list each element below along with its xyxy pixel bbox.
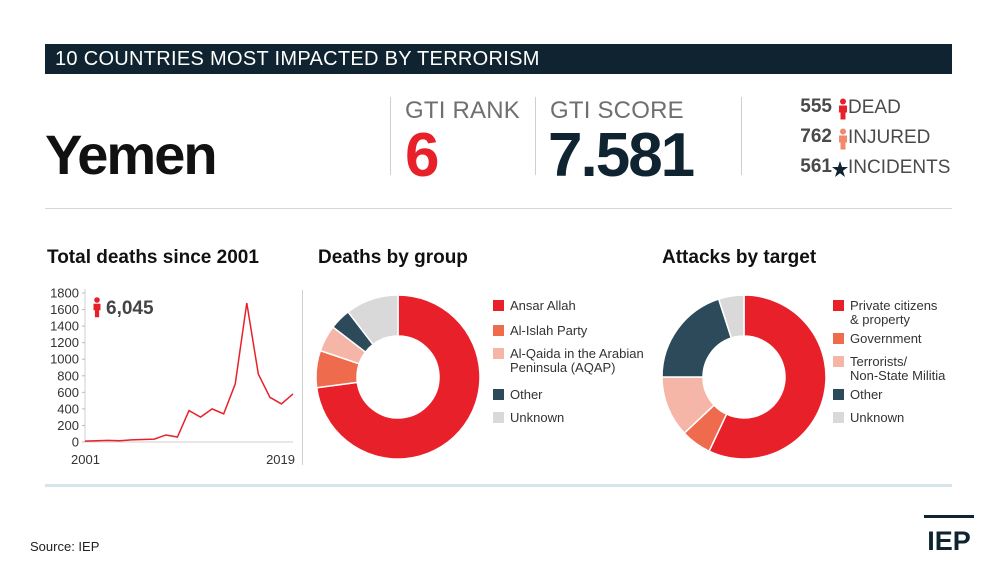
donut-slice — [661, 298, 733, 378]
attacks-by-target-title: Attacks by target — [662, 247, 817, 268]
legend-swatch — [833, 412, 844, 423]
legend-label: Non-State Militia — [850, 368, 946, 383]
legend-item: Terrorists/Non-State Militia — [833, 355, 973, 383]
stat-injured-value: 762 — [800, 126, 832, 147]
legend-item: Ansar Allah — [493, 299, 663, 313]
legend-item: Unknown — [833, 411, 973, 425]
stat-dead-value: 555 — [800, 96, 832, 117]
legend-label: Government — [850, 331, 922, 346]
legend-label: Other — [850, 387, 883, 402]
legend-item: Al-Islah Party — [493, 324, 663, 338]
person-icon — [93, 297, 101, 318]
legend-label: Peninsula (AQAP) — [510, 360, 616, 375]
donut-slice — [315, 294, 481, 460]
legend-label: Terrorists/ — [850, 354, 908, 369]
gti-score-label: GTI SCORE — [550, 97, 684, 124]
legend-swatch — [493, 348, 504, 359]
gti-rank-label: GTI RANK — [405, 97, 520, 124]
y-tick-label: 1400 — [50, 319, 79, 334]
legend-swatch — [493, 325, 504, 336]
divider — [535, 97, 536, 175]
divider — [741, 97, 742, 175]
series-line — [84, 302, 294, 442]
legend-label: & property — [850, 312, 910, 327]
source-note: Source: IEP — [30, 539, 100, 554]
section-divider — [45, 208, 952, 209]
legend-swatch — [833, 333, 844, 344]
person-icon — [839, 98, 847, 120]
country-name: Yemen — [45, 123, 218, 186]
deaths-by-group-legend: Ansar Allah Al-Islah Party Al-Qaida in the… — [493, 299, 663, 425]
legend-item: Private citizens & property — [833, 299, 973, 327]
bottom-divider — [45, 484, 952, 487]
divider — [302, 290, 303, 465]
legend-label: Ansar Allah — [510, 298, 576, 313]
gti-score-value: 7.581 — [548, 121, 695, 190]
legend-item: Other — [493, 388, 663, 402]
legend-item: Unknown — [493, 411, 663, 425]
stat-incidents: 561 INCIDENTS — [760, 156, 960, 182]
line-chart-title: Total deaths since 2001 — [47, 247, 259, 268]
legend-swatch — [493, 300, 504, 311]
banner-title: 10 COUNTRIES MOST IMPACTED BY TERRORISM — [55, 48, 540, 70]
x-tick-label: 2019 — [266, 452, 295, 467]
legend-swatch — [833, 389, 844, 400]
y-tick-label: 200 — [57, 418, 79, 433]
stat-injured-label: INJURED — [848, 127, 931, 148]
legend-item: Al-Qaida in the Arabian Peninsula (AQAP) — [493, 347, 663, 375]
y-tick-label: 1200 — [50, 335, 79, 350]
y-tick-label: 400 — [57, 401, 79, 416]
total-annotation: 6,045 — [93, 297, 154, 319]
legend-item: Other — [833, 388, 973, 402]
legend-swatch — [493, 389, 504, 400]
donut-slice — [717, 294, 745, 339]
stat-dead: 555 DEAD — [760, 96, 960, 122]
legend-label: Unknown — [510, 410, 565, 425]
y-tick-label: 800 — [57, 368, 79, 383]
y-tick-label: 600 — [57, 385, 79, 400]
person-icon — [839, 128, 847, 150]
gti-rank-value: 6 — [405, 121, 440, 190]
iep-logo: IEP — [924, 515, 974, 555]
y-tick-label: 0 — [72, 435, 79, 450]
legend-item: Government — [833, 332, 973, 346]
stat-incidents-label: INCIDENTS — [848, 157, 951, 178]
legend-label: Private citizens — [850, 298, 938, 313]
stat-dead-label: DEAD — [848, 97, 901, 118]
deaths-by-group-donut — [315, 294, 481, 460]
divider — [390, 97, 391, 175]
legend-swatch — [493, 412, 504, 423]
legend-swatch — [833, 300, 844, 311]
logo-text: IEP — [927, 526, 971, 555]
stat-incidents-value: 561 — [800, 156, 832, 177]
legend-label: Al-Islah Party — [510, 323, 588, 338]
y-tick-label: 1800 — [50, 286, 79, 301]
attacks-by-target-legend: Private citizens & property Government Terr… — [833, 299, 973, 425]
legend-label: Unknown — [850, 410, 905, 425]
stat-injured: 762 INJURED — [760, 126, 960, 152]
y-tick-label: 1600 — [50, 302, 79, 317]
legend-swatch — [833, 356, 844, 367]
total-value: 6,045 — [106, 298, 154, 319]
donut-slice — [708, 294, 827, 460]
y-tick-label: 1000 — [50, 352, 79, 367]
star-icon — [832, 161, 848, 177]
banner: 10 COUNTRIES MOST IMPACTED BY TERRORISM — [45, 44, 952, 74]
legend-label: Al-Qaida in the Arabian — [510, 346, 644, 361]
deaths-by-group-title: Deaths by group — [318, 247, 468, 268]
x-tick-label: 2001 — [71, 452, 100, 467]
legend-label: Other — [510, 387, 543, 402]
attacks-by-target-donut — [661, 294, 827, 460]
donut-slice — [347, 294, 399, 346]
